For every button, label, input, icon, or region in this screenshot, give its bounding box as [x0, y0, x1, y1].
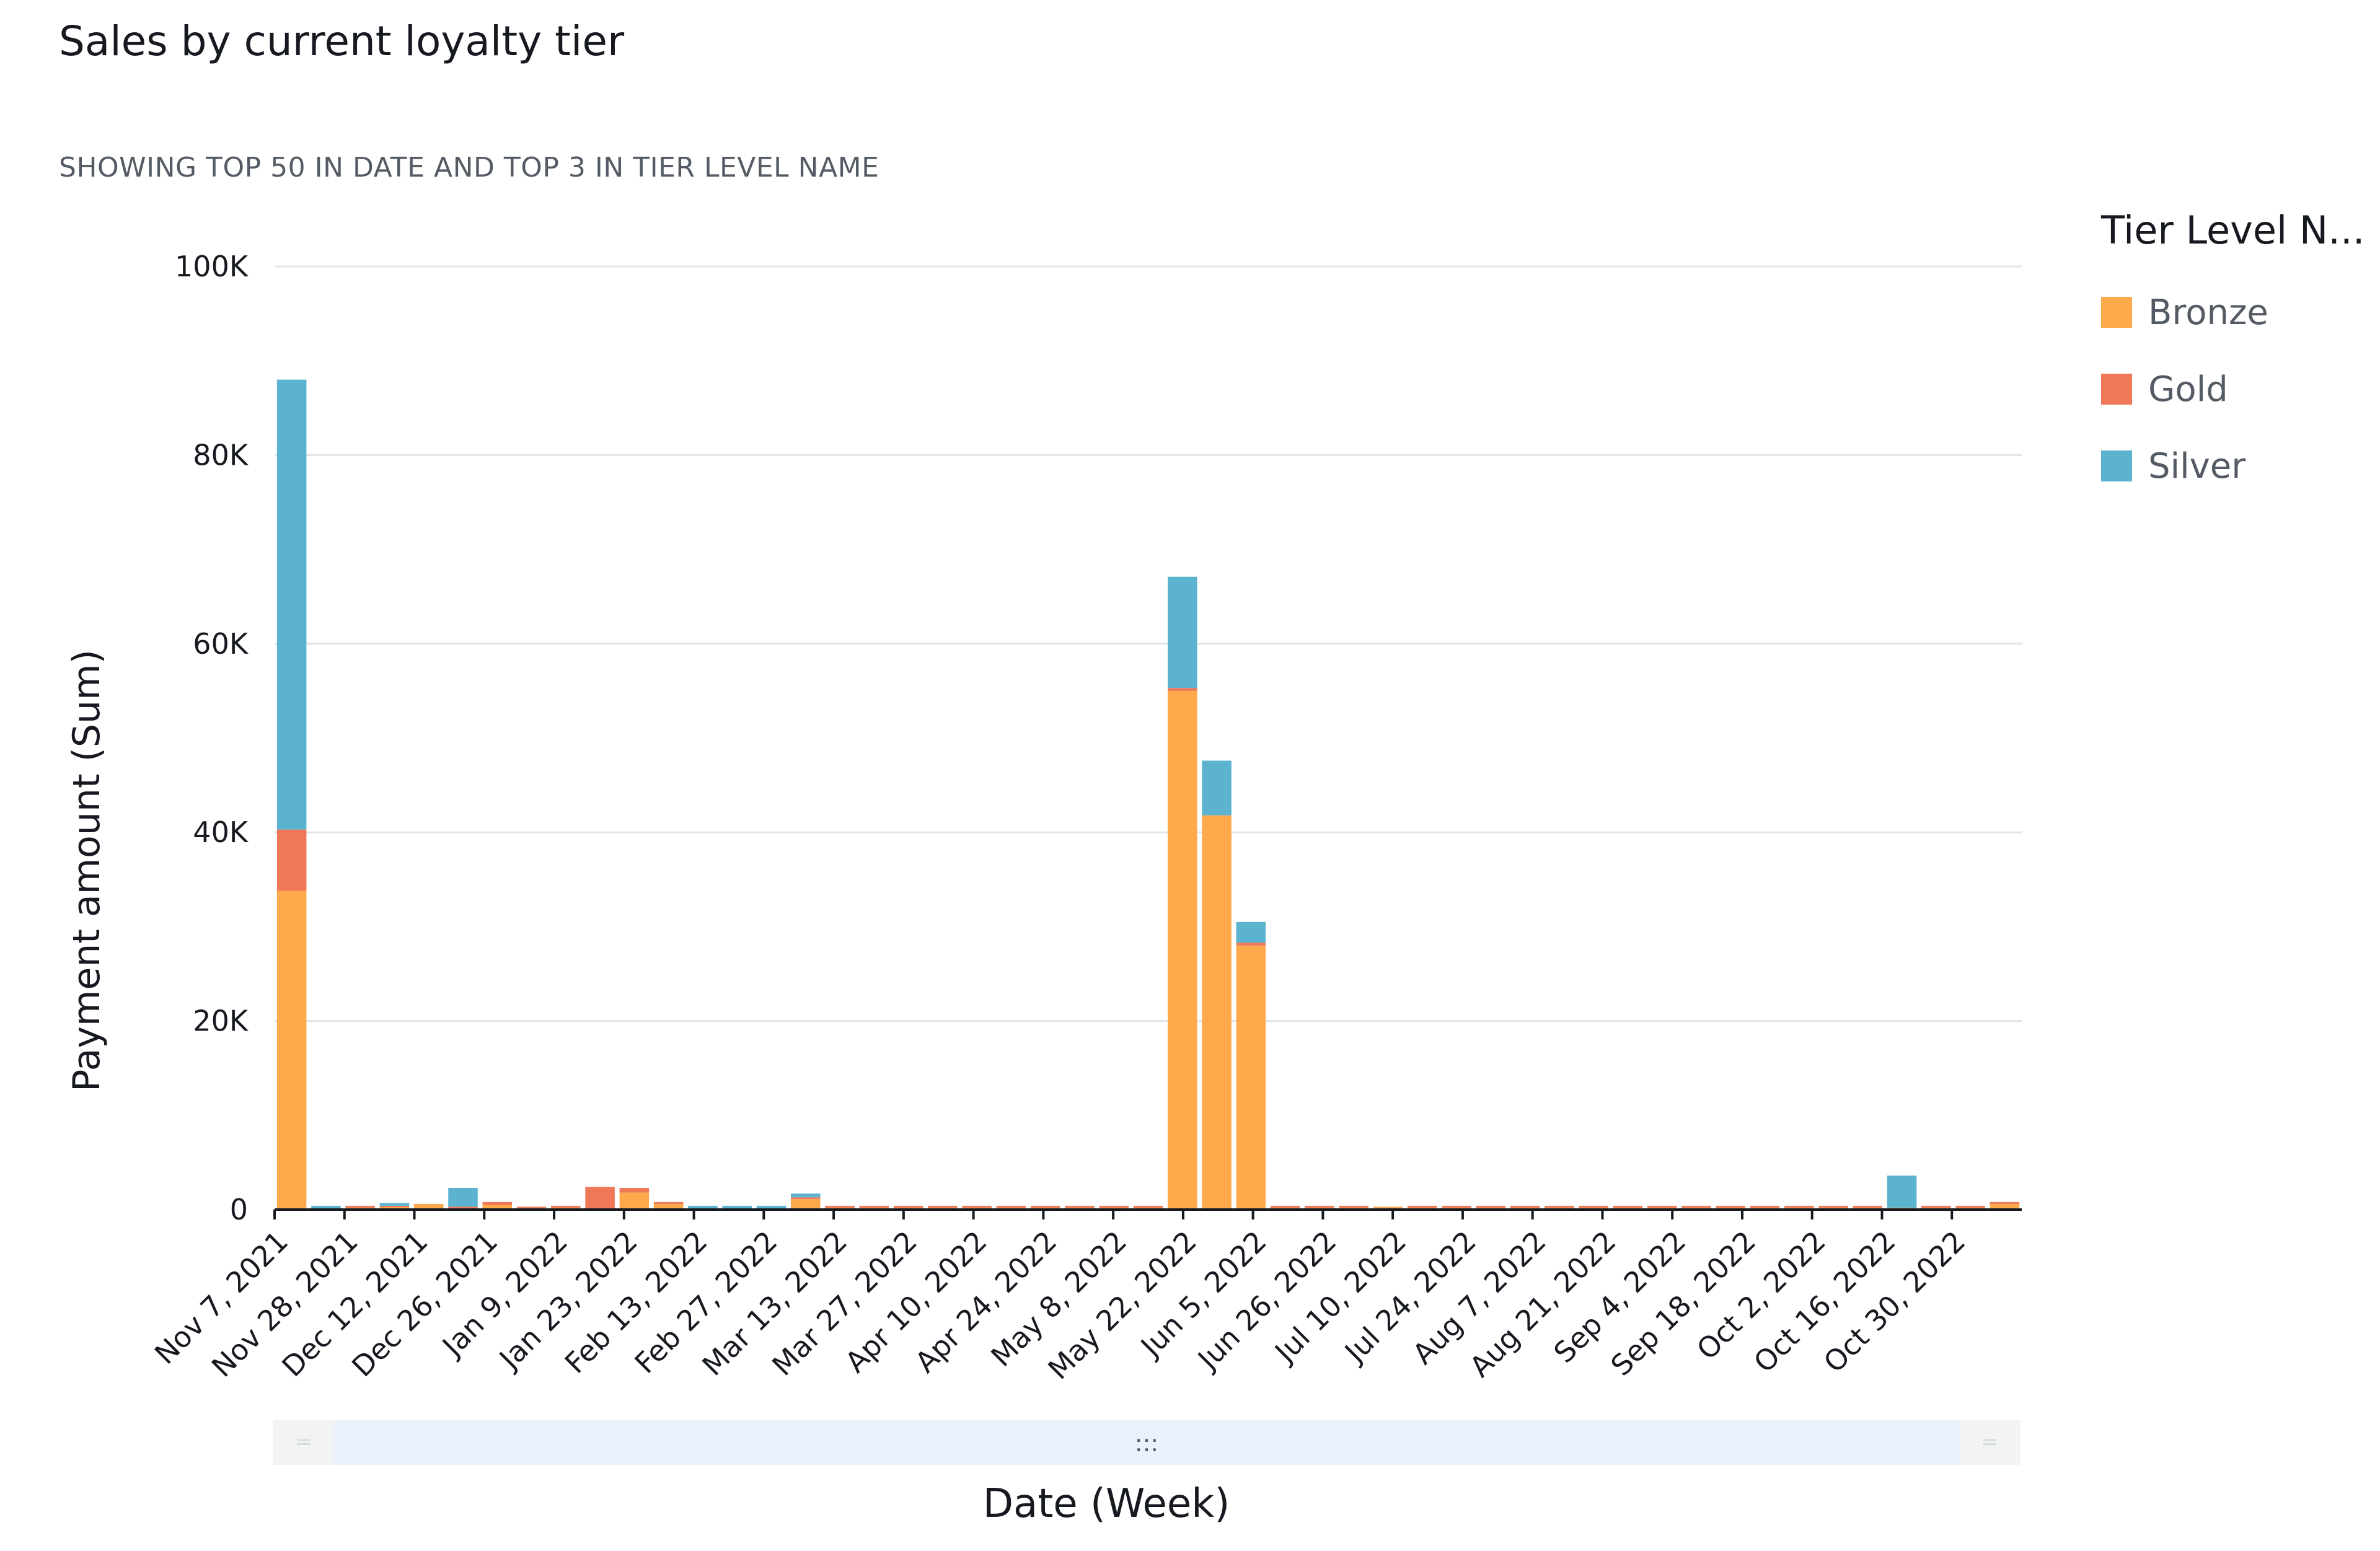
- bar-gold[interactable]: [1476, 1205, 1506, 1208]
- scrollbar-thumb[interactable]: [333, 1420, 1960, 1465]
- bar-gold[interactable]: [448, 1206, 478, 1209]
- bar-silver[interactable]: [448, 1187, 478, 1207]
- bar-gold[interactable]: [1168, 688, 1197, 691]
- bar-silver[interactable]: [276, 379, 307, 830]
- bar-bronze[interactable]: [379, 1206, 410, 1210]
- bar-gold[interactable]: [619, 1187, 650, 1193]
- legend-item-bronze[interactable]: Bronze: [2101, 292, 2365, 333]
- bar-bronze[interactable]: [1373, 1206, 1403, 1210]
- bar-gold[interactable]: [962, 1205, 992, 1208]
- bar-gold[interactable]: [1545, 1205, 1574, 1208]
- bar-gold[interactable]: [551, 1205, 581, 1208]
- y-axis-label: Payment amount (Sum): [65, 649, 108, 1092]
- bars[interactable]: [276, 379, 2020, 1210]
- legend-label: Silver: [2148, 446, 2246, 486]
- bar-gold[interactable]: [1955, 1205, 1985, 1208]
- bar-gold[interactable]: [1579, 1205, 1608, 1208]
- legend-label: Gold: [2148, 369, 2228, 410]
- bar-gold[interactable]: [345, 1205, 375, 1208]
- bar-gold[interactable]: [1784, 1205, 1814, 1208]
- y-axis-ticks: 0 20K 40K 60K 80K 100K: [175, 250, 249, 1226]
- bar-gold[interactable]: [1510, 1205, 1540, 1208]
- bar-gold[interactable]: [996, 1205, 1026, 1208]
- bar-gold[interactable]: [1305, 1205, 1334, 1208]
- chart-title: Sales by current loyalty tier: [59, 17, 625, 65]
- bar-silver[interactable]: [379, 1203, 410, 1206]
- bar-gold[interactable]: [1030, 1205, 1060, 1208]
- zoom-scrollbar[interactable]: = = :::: [273, 1420, 2021, 1465]
- bar-silver[interactable]: [756, 1205, 787, 1209]
- bar-gold[interactable]: [1716, 1205, 1745, 1208]
- bar-silver[interactable]: [1236, 921, 1266, 943]
- scrollbar-center-grip[interactable]: :::: [1135, 1430, 1158, 1457]
- legend: Tier Level N... Bronze Gold Silver: [2101, 208, 2365, 486]
- legend-item-gold[interactable]: Gold: [2101, 369, 2365, 410]
- y-tick-label: 60K: [193, 627, 249, 661]
- x-axis-label: Date (Week): [983, 1481, 1230, 1527]
- bar-gold[interactable]: [1613, 1205, 1643, 1208]
- bar-gold[interactable]: [1236, 942, 1266, 946]
- y-tick-label: 100K: [175, 250, 249, 283]
- bar-bronze[interactable]: [653, 1203, 684, 1210]
- scrollbar-left-grip[interactable]: =: [295, 1430, 313, 1454]
- legend-label: Bronze: [2148, 292, 2268, 333]
- bar-bronze[interactable]: [1202, 815, 1232, 1210]
- bar-gold[interactable]: [482, 1202, 513, 1205]
- chart-subtitle: SHOWING TOP 50 IN DATE AND TOP 3 IN TIER…: [59, 152, 879, 183]
- bar-gold[interactable]: [276, 829, 307, 891]
- bar-bronze[interactable]: [413, 1203, 444, 1210]
- bar-gold[interactable]: [1921, 1205, 1951, 1208]
- bar-gold[interactable]: [928, 1205, 958, 1208]
- bar-silver[interactable]: [311, 1205, 341, 1209]
- bar-gold[interactable]: [1099, 1205, 1129, 1208]
- bar-bronze[interactable]: [619, 1192, 650, 1210]
- bar-gold[interactable]: [893, 1205, 923, 1208]
- y-tick-label: 80K: [193, 438, 249, 472]
- legend-item-silver[interactable]: Silver: [2101, 446, 2365, 486]
- bar-silver[interactable]: [1202, 760, 1232, 815]
- bar-gold[interactable]: [653, 1202, 684, 1204]
- bar-gold[interactable]: [1339, 1205, 1368, 1208]
- bar-bronze[interactable]: [790, 1199, 821, 1210]
- bar-gold[interactable]: [1407, 1205, 1437, 1208]
- bar-bronze[interactable]: [1168, 690, 1197, 1210]
- gridlines: [275, 265, 2022, 1022]
- y-tick-label: 40K: [193, 815, 249, 849]
- bar-gold[interactable]: [585, 1187, 615, 1210]
- legend-swatch-gold: [2101, 374, 2132, 405]
- legend-swatch-silver: [2101, 450, 2132, 481]
- bar-bronze[interactable]: [1990, 1203, 2020, 1210]
- bar-gold[interactable]: [379, 1205, 410, 1207]
- bar-silver[interactable]: [688, 1205, 718, 1209]
- bar-gold[interactable]: [1681, 1205, 1711, 1208]
- bar-bronze[interactable]: [1236, 945, 1266, 1210]
- bar-gold[interactable]: [516, 1206, 547, 1208]
- bar-gold[interactable]: [1853, 1205, 1883, 1208]
- bar-silver[interactable]: [722, 1205, 752, 1209]
- bar-bronze[interactable]: [276, 890, 307, 1210]
- bar-gold[interactable]: [859, 1205, 889, 1208]
- bar-gold[interactable]: [825, 1205, 855, 1208]
- bar-gold[interactable]: [1442, 1205, 1471, 1208]
- bar-silver[interactable]: [1168, 576, 1197, 688]
- y-tick-label: 20K: [193, 1004, 249, 1038]
- legend-swatch-bronze: [2101, 297, 2132, 328]
- scrollbar-right-grip[interactable]: =: [1981, 1430, 1999, 1454]
- legend-title: Tier Level N...: [2101, 208, 2365, 253]
- bar-gold[interactable]: [1647, 1205, 1677, 1208]
- y-tick-label: 0: [230, 1193, 248, 1226]
- bar-bronze[interactable]: [482, 1205, 513, 1210]
- bar-gold[interactable]: [790, 1197, 821, 1200]
- bar-gold[interactable]: [1818, 1205, 1848, 1208]
- bar-gold[interactable]: [1133, 1205, 1163, 1208]
- bar-gold[interactable]: [1065, 1205, 1095, 1208]
- bar-gold[interactable]: [1990, 1202, 2020, 1204]
- bar-gold[interactable]: [1750, 1205, 1780, 1208]
- bar-gold[interactable]: [1270, 1205, 1300, 1208]
- bar-silver[interactable]: [790, 1193, 821, 1198]
- bar-silver[interactable]: [1887, 1175, 1917, 1208]
